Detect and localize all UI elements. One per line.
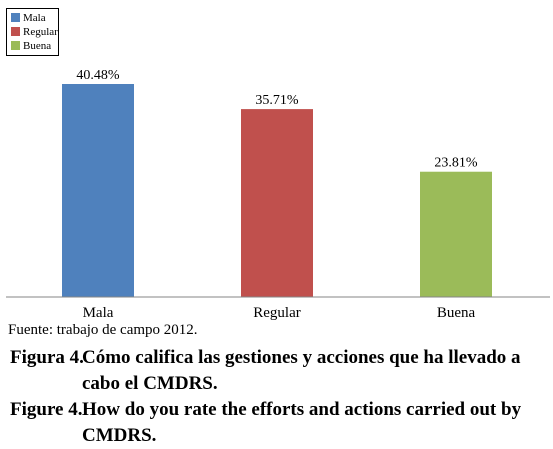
data-label-regular: 35.71% (255, 93, 299, 108)
legend: Mala Regular Buena (6, 8, 59, 56)
bar-chart: 40.48% 35.71% 23.81% Mala Regular Buena Mala… (6, 8, 550, 321)
legend-swatch-buena (11, 41, 20, 50)
bars-layer: 40.48% 35.71% 23.81% (62, 68, 492, 297)
bar-buena (420, 171, 492, 297)
legend-swatch-mala (11, 13, 20, 22)
caption-english: Figure 4. How do you rate the efforts an… (10, 397, 550, 449)
data-label-buena: 23.81% (434, 156, 478, 171)
legend-label-regular: Regular (23, 26, 58, 38)
caption-english-label: Figure 4. (10, 399, 83, 420)
bar-mala (62, 84, 134, 297)
x-tick-label-mala: Mala (83, 305, 114, 321)
bar-regular (241, 109, 313, 297)
x-tick-label-buena: Buena (437, 305, 476, 321)
source-note: Fuente: trabajo de campo 2012. (8, 322, 198, 338)
legend-label-buena: Buena (23, 40, 51, 52)
x-ticks-layer: Mala Regular Buena (83, 305, 476, 321)
legend-swatch-regular (11, 27, 20, 36)
x-tick-label-regular: Regular (253, 305, 300, 321)
caption-spanish: Figura 4. Cómo califica las gestiones y … (10, 345, 550, 397)
legend-label-mala: Mala (23, 12, 46, 24)
caption-spanish-label: Figura 4. (10, 347, 84, 368)
data-label-mala: 40.48% (76, 68, 120, 83)
caption-spanish-text: Cómo califica las gestiones y acciones q… (82, 347, 521, 394)
caption-english-text: How do you rate the efforts and actions … (82, 399, 522, 446)
